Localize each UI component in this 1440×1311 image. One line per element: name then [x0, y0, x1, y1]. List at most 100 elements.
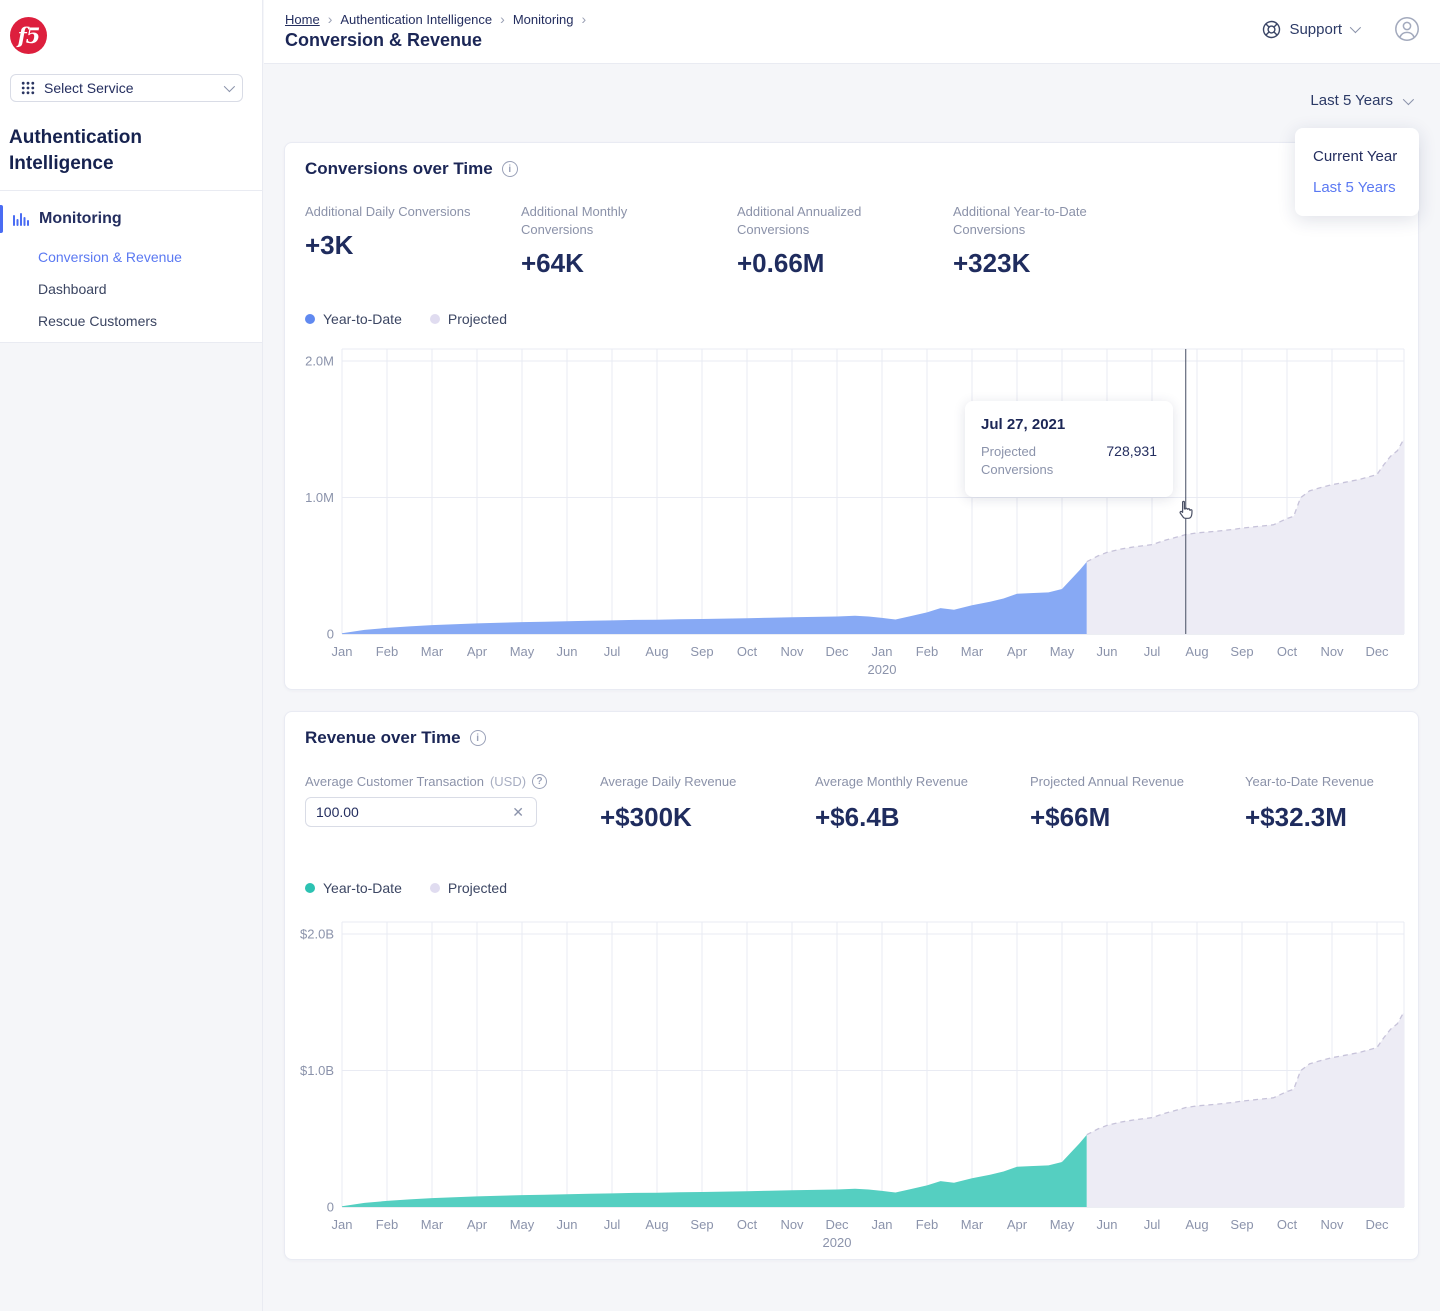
x-axis-label: Oct [737, 1217, 758, 1232]
revenue-chart[interactable]: $2.0B$1.0B0JanFebMarAprMayJunJulAugSepOc… [285, 916, 1420, 1256]
sidebar-item-monitoring[interactable]: Monitoring [0, 204, 262, 234]
menu-option-last-5-years[interactable]: Last 5 Years [1295, 172, 1419, 203]
menu-option-current-year[interactable]: Current Year [1295, 141, 1419, 172]
select-service-dropdown[interactable]: Select Service [10, 74, 243, 102]
x-axis-label: Nov [1320, 1217, 1344, 1232]
clear-input-icon[interactable]: ✕ [510, 804, 526, 821]
card-title: Conversions over Time [305, 159, 493, 179]
chart-tooltip: Jul 27, 2021 Projected Conversions 728,9… [965, 401, 1173, 497]
x-axis-label: Oct [1277, 644, 1298, 659]
x-axis-label: Jan [872, 1217, 893, 1232]
x-axis-label: Feb [376, 1217, 398, 1232]
conversions-stats: Additional Daily Conversions+3K Addition… [305, 203, 1169, 279]
x-axis-label: Jun [557, 644, 578, 659]
stat-label: Additional Year-to-Date Conversions [953, 203, 1123, 239]
cursor-hand-icon [1175, 499, 1197, 523]
x-axis-label: Jan [332, 644, 353, 659]
y-axis-label: 0 [327, 627, 334, 642]
x-axis-label: Dec [825, 644, 849, 659]
x-axis-label: Mar [961, 644, 984, 659]
sidebar-divider [0, 190, 262, 191]
bar-chart-icon [12, 210, 30, 228]
x-axis-label: Apr [467, 644, 488, 659]
x-axis-label: Dec [825, 1217, 849, 1232]
legend-dot-projected [430, 883, 440, 893]
stat-value: +$6.4B [815, 802, 1030, 833]
x-axis-label: Jan [872, 644, 893, 659]
select-service-label: Select Service [44, 80, 224, 96]
series-solid [342, 1135, 1087, 1207]
y-axis-label: 2.0M [305, 354, 334, 369]
x-axis-label: Feb [376, 644, 398, 659]
sidebar-item-conversion-revenue[interactable]: Conversion & Revenue [38, 249, 182, 265]
stat-label: Projected Annual Revenue [1030, 774, 1245, 789]
breadcrumb-monitoring[interactable]: Monitoring [513, 12, 574, 27]
sidebar-top-section: f5 Select Service Authentication Intelli… [0, 0, 262, 343]
lifebuoy-icon [1262, 20, 1281, 39]
product-title: Authentication Intelligence [9, 125, 239, 177]
x-axis-label: May [1050, 1217, 1075, 1232]
x-axis-label: Jul [1144, 644, 1161, 659]
user-avatar-button[interactable] [1394, 16, 1420, 42]
conversions-chart[interactable]: 2.0M1.0M0JanFebMarAprMayJunJulAugSepOctN… [285, 343, 1420, 683]
y-axis-label: $2.0B [300, 927, 334, 942]
legend-dot-projected [430, 314, 440, 324]
average-transaction-block: Average Customer Transaction (USD) ? ✕ [305, 774, 547, 827]
conversions-over-time-card: Conversions over Time i Additional Daily… [284, 142, 1419, 690]
x-axis-label: May [510, 644, 535, 659]
x-axis-label: Feb [916, 644, 938, 659]
series-dashed [1087, 1012, 1404, 1207]
stat-value: +64K [521, 248, 737, 279]
page-title: Conversion & Revenue [285, 30, 482, 51]
x-axis-label: Mar [421, 644, 444, 659]
info-icon[interactable]: i [470, 730, 486, 746]
x-axis-label: Dec [1365, 644, 1389, 659]
stat-value: +$300K [600, 802, 815, 833]
info-icon[interactable]: i [502, 161, 518, 177]
stat-label: Average Monthly Revenue [815, 774, 1030, 789]
x-axis-label: Jan [332, 1217, 353, 1232]
stat-label: Additional Annualized Conversions [737, 203, 907, 239]
x-axis-label: Jul [1144, 1217, 1161, 1232]
x-axis-label: Aug [1185, 644, 1208, 659]
card-title: Revenue over Time [305, 728, 461, 748]
x-axis-label: Jun [557, 1217, 578, 1232]
x-axis-label: Sep [690, 644, 713, 659]
tooltip-date: Jul 27, 2021 [981, 416, 1157, 433]
breadcrumb-separator-icon: › [328, 11, 333, 27]
breadcrumb-separator-icon: › [500, 11, 505, 27]
x-axis-label: Mar [421, 1217, 444, 1232]
breadcrumb-authentication-intelligence[interactable]: Authentication Intelligence [340, 12, 492, 27]
transaction-input-unit: (USD) [490, 774, 526, 789]
x-axis-year-label: 2020 [823, 1235, 852, 1250]
x-axis-label: Feb [916, 1217, 938, 1232]
sidebar-item-dashboard[interactable]: Dashboard [38, 281, 107, 297]
x-axis-label: Nov [780, 1217, 804, 1232]
x-axis-label: Sep [690, 1217, 713, 1232]
breadcrumb: Home › Authentication Intelligence › Mon… [285, 11, 586, 27]
x-axis-label: Aug [645, 1217, 668, 1232]
sidebar: f5 Select Service Authentication Intelli… [0, 0, 263, 1311]
x-axis-label: Jul [604, 644, 621, 659]
legend-dot-year-to-date [305, 314, 315, 324]
stat-value: +$66M [1030, 802, 1245, 833]
stat-label: Additional Monthly Conversions [521, 203, 691, 239]
stat-value: +$32.3M [1245, 802, 1440, 833]
support-button[interactable]: Support [1262, 20, 1358, 39]
x-axis-label: Nov [1320, 644, 1344, 659]
transaction-input-wrapper: ✕ [305, 797, 537, 827]
x-axis-label: Sep [1230, 644, 1253, 659]
legend-label: Year-to-Date [323, 880, 402, 896]
y-axis-label: 0 [327, 1200, 334, 1215]
chevron-down-icon [1350, 22, 1361, 33]
time-range-select[interactable]: Last 5 Years [1310, 92, 1411, 109]
transaction-amount-input[interactable] [316, 804, 510, 820]
chevron-down-icon [1403, 93, 1414, 104]
time-range-menu: Current Year Last 5 Years [1295, 128, 1419, 216]
f5-logo: f5 [10, 17, 47, 54]
sidebar-item-rescue-customers[interactable]: Rescue Customers [38, 313, 157, 329]
breadcrumb-home[interactable]: Home [285, 12, 320, 27]
legend-label: Projected [448, 311, 507, 327]
y-axis-label: $1.0B [300, 1063, 334, 1078]
help-icon[interactable]: ? [532, 774, 547, 789]
